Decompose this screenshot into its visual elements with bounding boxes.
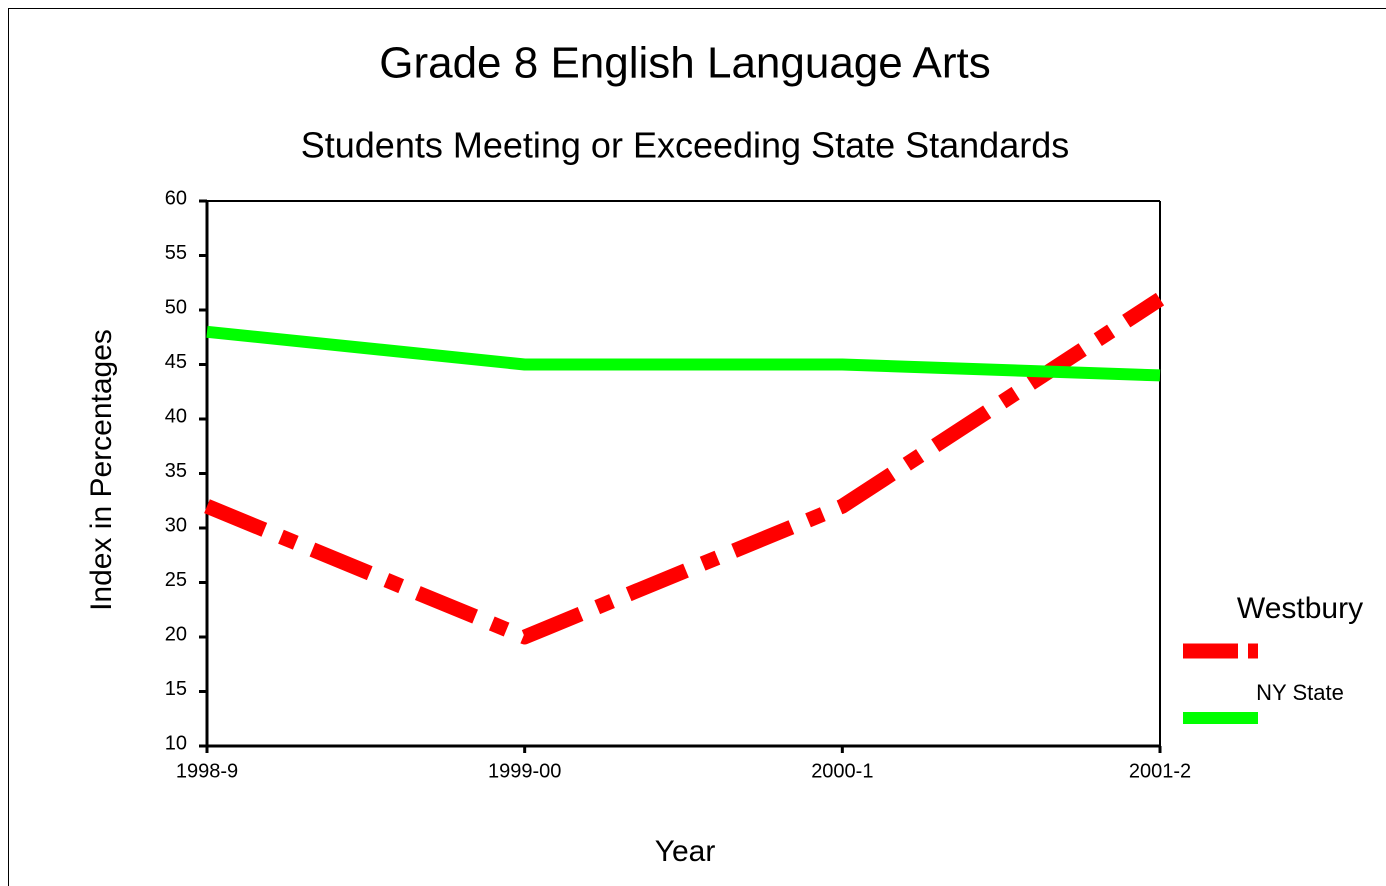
y-tick-label: 30 — [165, 514, 187, 536]
y-tick-label: 40 — [165, 405, 187, 427]
y-tick-label: 20 — [165, 623, 187, 645]
chart-subtitle: Students Meeting or Exceeding State Stan… — [301, 125, 1069, 166]
frame — [8, 8, 1386, 886]
x-axis-label: Year — [655, 835, 716, 868]
y-tick-label: 55 — [165, 242, 187, 264]
series-line — [204, 292, 1165, 645]
y-tick-label: 45 — [165, 351, 187, 373]
y-tick-label: 10 — [165, 732, 187, 754]
y-tick-label: 60 — [165, 187, 187, 209]
x-tick-label: 1999-00 — [488, 760, 561, 782]
x-tick-label: 2001-2 — [1129, 760, 1191, 782]
y-tick-label: 35 — [165, 460, 187, 482]
y-axis-label: Index in Percentages — [85, 329, 118, 611]
y-tick-label: 50 — [165, 296, 187, 318]
legend-label: NY State — [1256, 680, 1344, 705]
x-tick-label: 2000-1 — [811, 760, 873, 782]
y-tick-label: 15 — [165, 678, 187, 700]
series-line — [206, 325, 1161, 382]
y-tick-label: 25 — [165, 569, 187, 591]
legend-label: Westbury — [1237, 592, 1363, 625]
chart-title: Grade 8 English Language Arts — [379, 39, 991, 88]
x-tick-label: 1998-9 — [176, 760, 238, 782]
